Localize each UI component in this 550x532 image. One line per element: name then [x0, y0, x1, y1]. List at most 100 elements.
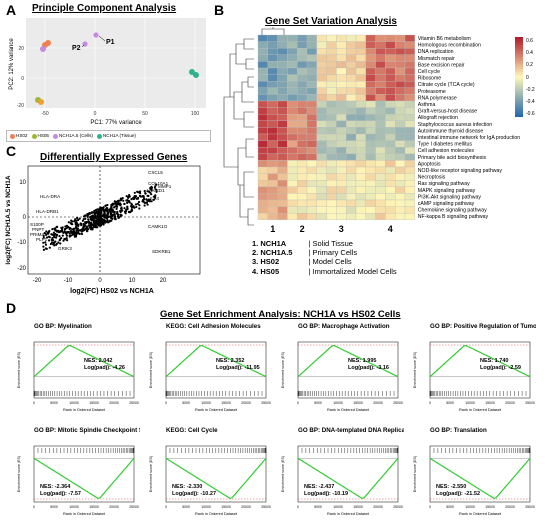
gsea-xtick: 5000 — [314, 401, 322, 405]
deg-point — [58, 235, 61, 238]
heatmap-cell — [306, 160, 317, 168]
pca-title: Principle Component Analysis — [32, 3, 177, 14]
heatmap-cell — [395, 153, 406, 161]
heatmap-cell — [365, 114, 376, 121]
deg-point — [106, 214, 109, 217]
pca-ytick: -20 — [17, 103, 24, 109]
gene-label: PRIMA1 — [30, 232, 48, 237]
deg-point — [98, 207, 101, 210]
heatmap-cell — [336, 206, 347, 214]
heatmap-cell — [355, 61, 366, 69]
heatmap-cell — [395, 100, 406, 108]
heatmap-cell — [326, 180, 337, 187]
heatmap-cell — [306, 199, 317, 207]
heatmap-cell — [277, 213, 288, 220]
deg-point — [69, 230, 72, 233]
heatmap-cell — [316, 34, 327, 42]
heatmap-cell — [267, 81, 278, 88]
heatmap-cell — [404, 107, 415, 115]
heatmap-cell — [336, 153, 347, 161]
gsea-xlabel: Rank in Ordered Dataset — [327, 408, 370, 412]
heatmap-cell — [375, 74, 386, 82]
deg-point — [122, 199, 125, 202]
pca-point-nch1a5 — [93, 32, 99, 38]
deg-point — [89, 215, 92, 219]
gsea-xlabel: Rank in Ordered Dataset — [63, 512, 106, 516]
heatmap-cell — [346, 127, 357, 135]
heatmap-cell — [336, 54, 347, 62]
heatmap-cell — [365, 94, 376, 102]
heatmap-cell — [395, 107, 406, 115]
heatmap-cell — [297, 61, 308, 69]
column-group-1: 1 — [270, 224, 275, 234]
heatmap-cell — [404, 193, 415, 201]
svg-text:0: 0 — [526, 75, 529, 81]
heatmap-cell — [326, 114, 337, 121]
heatmap-cell — [336, 133, 347, 141]
heatmap-cell — [375, 160, 386, 168]
deg-point — [71, 220, 74, 223]
heatmap-cell — [385, 147, 396, 154]
heatmap-cell — [346, 186, 357, 194]
deg-point — [102, 220, 105, 223]
gsea-curve — [33, 344, 135, 378]
deg-point — [73, 220, 76, 223]
svg-text:-10: -10 — [17, 240, 26, 246]
deg-point — [146, 194, 149, 197]
heatmap-cell — [297, 107, 308, 115]
deg-point — [154, 194, 157, 197]
heatmap-cell — [404, 140, 415, 148]
heatmap-cell — [277, 180, 288, 187]
deg-point — [45, 236, 49, 239]
gene-label: PLP1 — [36, 237, 48, 242]
deg-point — [52, 243, 55, 246]
heatmap-cell — [316, 41, 327, 49]
gsea-xtick: 10000 — [333, 505, 343, 509]
deg-point — [74, 235, 78, 238]
heatmap-cell — [404, 100, 415, 108]
heatmap-cell — [346, 199, 357, 207]
deg-point — [136, 202, 139, 205]
heatmap-cell — [404, 186, 415, 194]
gsea-nes: NES: 1.740 — [480, 358, 508, 364]
heatmap-cell — [395, 147, 406, 154]
gsea-plot: GO BP: Mitotic Spindle Checkpoint Signal… — [17, 427, 140, 516]
heatmap-cell — [385, 153, 396, 161]
deg-point — [138, 207, 141, 210]
gsea-xtick: 5000 — [50, 505, 58, 509]
gsea-curve — [33, 457, 135, 500]
heatmap-cell — [395, 48, 406, 55]
heatmap-cell — [355, 120, 366, 128]
heatmap-cell — [316, 127, 327, 135]
heatmap-cell — [355, 54, 366, 62]
heatmap-cell — [267, 87, 278, 95]
heatmap-row-label: DNA replication — [418, 49, 454, 55]
deg-point — [52, 231, 56, 234]
heatmap-cell — [346, 107, 357, 115]
deg-point — [77, 229, 80, 232]
heatmap-cell — [287, 193, 298, 201]
heatmap-cell — [395, 140, 406, 148]
heatmap-row-label: Ribosome — [418, 76, 441, 82]
heatmap-cell — [297, 74, 308, 82]
heatmap-cell — [404, 166, 415, 174]
heatmap-row-label: NOD-like receptor signaling pathway — [418, 168, 503, 174]
deg-point — [106, 203, 109, 207]
heatmap-cell — [257, 193, 268, 201]
deg-point — [130, 206, 133, 209]
gsea-nes: NES: -2.330 — [172, 484, 202, 490]
heatmap-cell — [385, 67, 396, 75]
heatmap-cell — [404, 114, 415, 121]
heatmap-cell — [287, 140, 298, 148]
svg-text:-0.6: -0.6 — [526, 111, 535, 117]
column-group-2: 2 — [300, 224, 305, 234]
heatmap-cell — [355, 213, 366, 220]
deg-point — [138, 204, 141, 207]
gsea-xtick: 20000 — [373, 401, 383, 405]
heatmap-cell — [395, 94, 406, 102]
heatmap-cell — [297, 147, 308, 154]
gsea-xtick: 25000 — [261, 401, 271, 405]
deg-point — [111, 213, 114, 216]
